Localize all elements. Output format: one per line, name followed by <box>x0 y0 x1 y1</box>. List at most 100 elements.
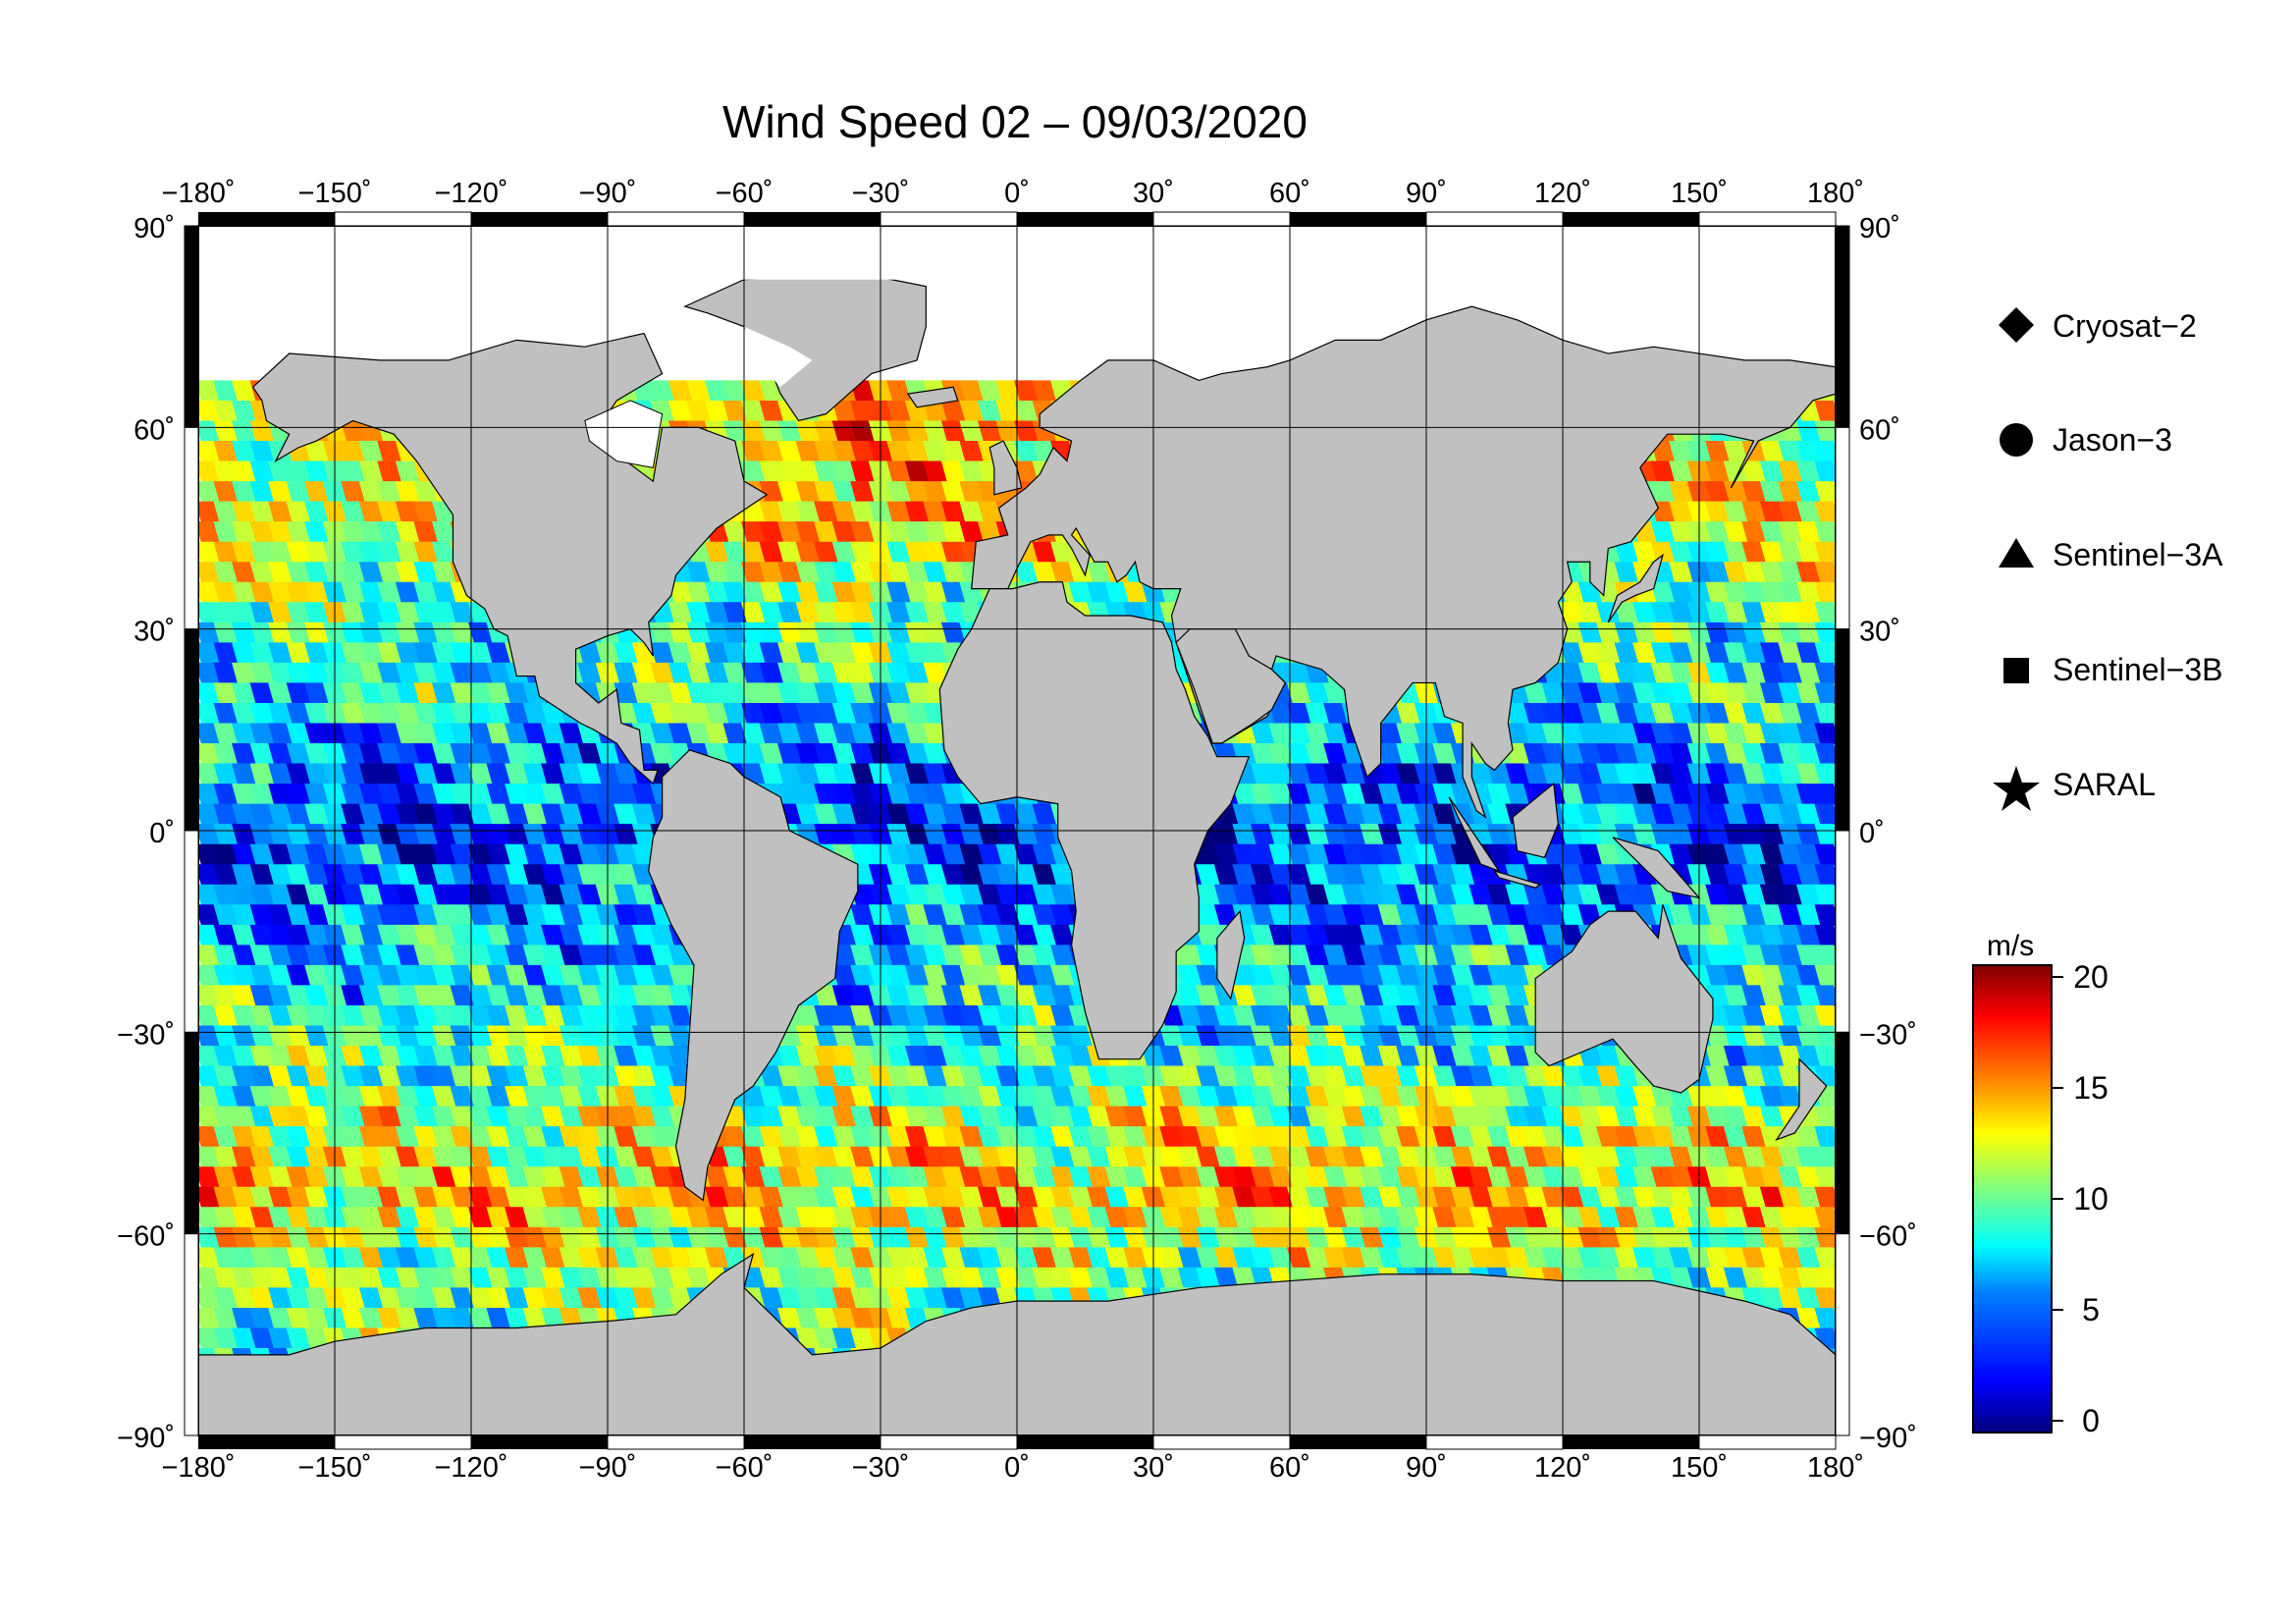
swath-cell <box>1360 904 1385 926</box>
swath-cell <box>268 1126 294 1148</box>
lon-tick-label: 0˚ <box>1004 178 1030 209</box>
triangle-icon <box>1999 538 2034 568</box>
swath-cell <box>486 723 512 745</box>
swath-cell <box>631 662 658 684</box>
swath-cell <box>1577 743 1604 765</box>
swath-cell <box>1323 1086 1349 1108</box>
swath-cell <box>1432 803 1458 826</box>
swath-cell <box>413 702 439 725</box>
swath-cell <box>213 1126 240 1148</box>
swath-cell <box>704 622 730 644</box>
swath-cell <box>1268 985 1294 1006</box>
swath-cell <box>304 1086 330 1108</box>
swath-cell <box>268 924 294 947</box>
swath-cell <box>995 420 1021 443</box>
swath-cell <box>1250 904 1276 926</box>
swath-cell <box>268 521 294 543</box>
swath-cell <box>1104 1166 1131 1188</box>
swath-cell <box>923 1025 948 1048</box>
swath-cell <box>395 784 421 805</box>
swath-cell <box>1450 904 1476 926</box>
swath-cell <box>886 521 912 543</box>
swath-cell <box>431 1025 457 1048</box>
swath-cell <box>431 1186 457 1209</box>
swath-cell <box>650 1166 675 1188</box>
swath-cell <box>1268 723 1294 745</box>
swath-cell <box>959 400 985 422</box>
swath-cell <box>940 481 967 503</box>
swath-cell <box>831 1106 858 1128</box>
swath-cell <box>1377 904 1404 926</box>
swath-cell <box>850 904 876 926</box>
swath-cell <box>1705 702 1731 725</box>
swath-cell <box>1560 784 1585 805</box>
swath-cell <box>358 904 385 926</box>
swath-cell <box>505 723 530 745</box>
swath-cell <box>249 622 276 644</box>
swath-cell <box>1541 682 1567 704</box>
swath-cell <box>614 1046 639 1067</box>
swath-cell <box>1650 1166 1677 1188</box>
colorbar-tick-label: 10 <box>2073 1181 2109 1217</box>
swath-cell <box>1305 723 1331 745</box>
swath-cell <box>722 642 748 664</box>
swath-cell <box>977 1046 1003 1067</box>
swath-cell <box>1632 1146 1658 1168</box>
swath-cell <box>1305 702 1331 725</box>
swath-cell <box>940 803 967 826</box>
swath-cell <box>741 380 767 402</box>
swath-cell <box>1522 1106 1549 1128</box>
swath-cell <box>904 682 931 704</box>
swath-cell <box>1759 824 1786 845</box>
swath-cell <box>450 1146 475 1168</box>
swath-cell <box>1814 481 1836 503</box>
swath-cell <box>395 541 421 564</box>
swath-cell <box>198 723 221 745</box>
swath-cell <box>1268 843 1294 866</box>
swath-cell <box>1050 1004 1076 1027</box>
swath-cell <box>1305 924 1331 947</box>
frame-bar <box>184 628 199 832</box>
swath-cell <box>341 743 366 765</box>
swath-cell <box>486 924 512 947</box>
swath-cell <box>923 784 948 805</box>
swath-cell <box>614 824 639 845</box>
swath-cell <box>286 743 312 765</box>
swath-cell <box>650 985 675 1006</box>
swath-cell <box>377 581 402 604</box>
swath-cell <box>904 581 931 604</box>
swath-cell <box>249 501 276 523</box>
swath-cell <box>1705 864 1731 886</box>
swath-cell <box>304 864 330 886</box>
swath-cell <box>341 884 366 906</box>
swath-cell <box>1577 662 1604 684</box>
swath-cell <box>286 1126 312 1148</box>
swath-cell <box>213 380 240 402</box>
swath-cell <box>577 1166 603 1188</box>
swath-cell <box>198 743 221 765</box>
swath-cell <box>213 460 240 483</box>
swath-cell <box>831 803 858 826</box>
swath-cell <box>1177 1166 1203 1188</box>
swath-cell <box>198 1065 221 1088</box>
swath-cell <box>631 682 658 704</box>
swath-cell <box>541 784 566 805</box>
swath-cell <box>541 1025 566 1048</box>
swath-cell <box>741 702 767 725</box>
swath-cell <box>1268 1106 1294 1128</box>
swath-cell <box>1522 743 1549 765</box>
swath-cell <box>1159 1086 1185 1108</box>
swath-cell <box>1778 581 1803 604</box>
lat-tick-label: 60˚ <box>133 414 175 446</box>
lon-tick-label: 150˚ <box>1671 1452 1728 1484</box>
swath-cell <box>431 702 457 725</box>
swath-cell <box>522 702 549 725</box>
swath-cell <box>450 1025 475 1048</box>
swath-cell <box>650 1086 675 1108</box>
swath-cell <box>358 843 385 866</box>
swath-cell <box>1050 945 1076 966</box>
swath-cell <box>631 1025 658 1048</box>
swath-cell <box>198 843 221 866</box>
swath-cell <box>614 1106 639 1128</box>
swath-cell <box>1669 460 1694 483</box>
